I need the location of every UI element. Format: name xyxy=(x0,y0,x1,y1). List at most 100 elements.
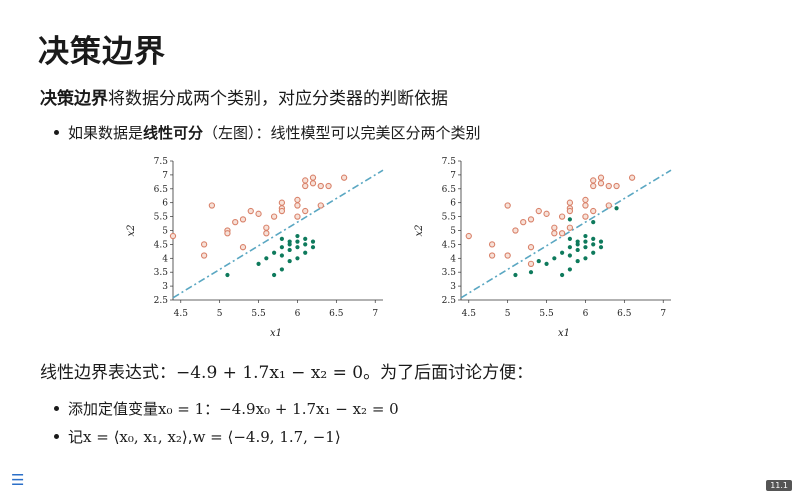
data-point-class-1 xyxy=(527,216,535,223)
data-point-class-1 xyxy=(504,252,511,259)
data-point-class-2 xyxy=(591,236,596,241)
y-tick-label: 2.5 xyxy=(154,296,169,306)
intro-bold: 决策边界 xyxy=(40,89,108,109)
data-point-class-1 xyxy=(504,202,511,209)
data-point-class-2 xyxy=(310,239,316,244)
y-axis-label: x2 xyxy=(414,224,425,236)
data-point-class-2 xyxy=(287,239,292,244)
data-point-class-2 xyxy=(287,247,292,253)
data-point-class-1 xyxy=(302,177,309,184)
x-axis-label: x1 xyxy=(558,328,570,339)
data-point-class-1 xyxy=(270,213,278,220)
data-point-class-1 xyxy=(582,196,589,204)
y-tick-label: 3.5 xyxy=(154,268,169,278)
data-point-class-2 xyxy=(598,239,604,244)
data-point-class-1 xyxy=(208,202,216,209)
data-point-class-1 xyxy=(535,207,542,215)
bullet4-math1: x = ⟨x₀, x₁, x₂⟩ xyxy=(83,427,188,446)
y-tick-label: 4 xyxy=(450,254,456,264)
data-point-class-2 xyxy=(279,267,284,272)
data-point-class-2 xyxy=(583,245,588,250)
data-point-class-1 xyxy=(590,182,597,190)
data-point-class-1 xyxy=(605,182,612,190)
bullet-vector-notation: 记 x = ⟨x₀, x₁, x₂⟩, w = ⟨−4.9, 1.7, −1⟩ xyxy=(54,426,341,447)
data-point-class-1 xyxy=(317,202,324,209)
y-tick-label: 4 xyxy=(162,254,168,264)
y-tick-label: 2.5 xyxy=(442,296,457,306)
data-point-class-2 xyxy=(536,258,541,264)
data-point-class-2 xyxy=(295,256,300,261)
y-tick-label: 5.5 xyxy=(442,213,457,223)
data-point-class-1 xyxy=(309,180,317,187)
data-point-class-2 xyxy=(513,272,518,278)
bullet1-post: （左图）：线性模型可以完美区分两个类别 xyxy=(203,124,481,142)
data-point-class-1 xyxy=(558,230,566,237)
data-point-class-1 xyxy=(512,227,519,234)
data-point-class-2 xyxy=(287,258,292,264)
data-point-class-1 xyxy=(582,202,589,209)
data-point-class-2 xyxy=(295,233,300,239)
data-point-class-2 xyxy=(279,245,284,250)
data-point-class-2 xyxy=(591,242,596,247)
bullet1-bold: 线性可分 xyxy=(143,124,204,142)
data-point-class-1 xyxy=(302,182,309,190)
data-point-class-2 xyxy=(583,239,588,244)
data-point-class-2 xyxy=(256,261,261,266)
y-tick-label: 3 xyxy=(162,282,168,292)
data-point-class-1 xyxy=(488,252,496,259)
data-point-class-2 xyxy=(303,250,308,255)
data-point-class-2 xyxy=(567,217,572,222)
y-tick-label: 7.5 xyxy=(154,157,169,167)
data-point-class-2 xyxy=(560,272,565,278)
x-tick-label: 6 xyxy=(295,309,301,319)
bullet3-pre: 添加定值变量 xyxy=(68,400,159,418)
data-point-class-1 xyxy=(582,213,589,220)
x-tick-label: 6.5 xyxy=(617,309,632,319)
data-point-class-1 xyxy=(294,196,301,204)
x-tick-label: 7 xyxy=(372,309,378,319)
bullet4-sep: , xyxy=(187,427,193,446)
y-tick-label: 6 xyxy=(450,199,456,209)
data-point-class-1 xyxy=(294,202,301,209)
data-point-class-1 xyxy=(488,241,496,248)
data-point-class-1 xyxy=(309,174,317,181)
data-point-class-2 xyxy=(225,272,230,278)
data-point-class-1 xyxy=(566,224,574,231)
x-tick-label: 5 xyxy=(217,309,223,319)
menu-icon[interactable]: ☰ xyxy=(11,471,25,489)
y-tick-label: 6 xyxy=(162,199,168,209)
data-point-class-1 xyxy=(263,224,270,231)
data-point-class-2 xyxy=(575,247,580,253)
x-tick-label: 6 xyxy=(583,309,589,319)
scatter-chart-left: 2.5 3 3.5 4 4.5 5 5.5 6 6.5 7 7.5 4.5 5 5.5 6 6.5 7 x1 x2 xyxy=(126,157,384,339)
y-tick-label: 6.5 xyxy=(154,185,169,195)
bullet-dot-icon xyxy=(54,406,59,411)
y-tick-label: 4.5 xyxy=(442,240,457,250)
bullet1-pre: 如果数据是 xyxy=(68,124,144,142)
data-point-class-2 xyxy=(303,236,308,241)
data-point-class-2 xyxy=(575,239,580,244)
data-point-class-1 xyxy=(224,230,231,237)
formula-math: −4.9 + 1.7x₁ − x₂ = 0 xyxy=(176,363,364,383)
slide-title: 决策边界 xyxy=(38,34,166,70)
data-point-class-1 xyxy=(551,230,558,237)
data-point-class-1 xyxy=(263,230,270,237)
boundary-expression: 线性边界表达式：−4.9 + 1.7x₁ − x₂ = 0。为了后面讨论方便： xyxy=(40,358,533,383)
decision-boundary-line xyxy=(172,169,384,299)
data-point-class-1 xyxy=(551,224,558,231)
y-axis-label: x2 xyxy=(126,224,137,236)
x-tick-label: 4.5 xyxy=(462,309,477,319)
data-point-class-2 xyxy=(567,253,572,258)
data-point-class-2 xyxy=(567,245,572,250)
intro-rest: 将数据分成两个类别，对应分类器的判断依据 xyxy=(108,89,448,109)
bullet4-math2: w = ⟨−4.9, 1.7, −1⟩ xyxy=(192,427,341,446)
data-point-class-1 xyxy=(613,182,620,190)
data-point-class-1 xyxy=(239,244,247,251)
bullet-constant-variable: 添加定值变量 x₀ = 1： −4.9x₀ + 1.7x₁ − x₂ = 0 xyxy=(54,398,399,419)
data-point-class-2 xyxy=(303,242,308,247)
bullet3-math1: x₀ = 1 xyxy=(158,399,205,418)
data-point-class-1 xyxy=(605,202,612,209)
y-tick-label: 3.5 xyxy=(442,268,457,278)
data-point-class-1 xyxy=(239,216,247,223)
y-tick-label: 5.5 xyxy=(154,213,169,223)
